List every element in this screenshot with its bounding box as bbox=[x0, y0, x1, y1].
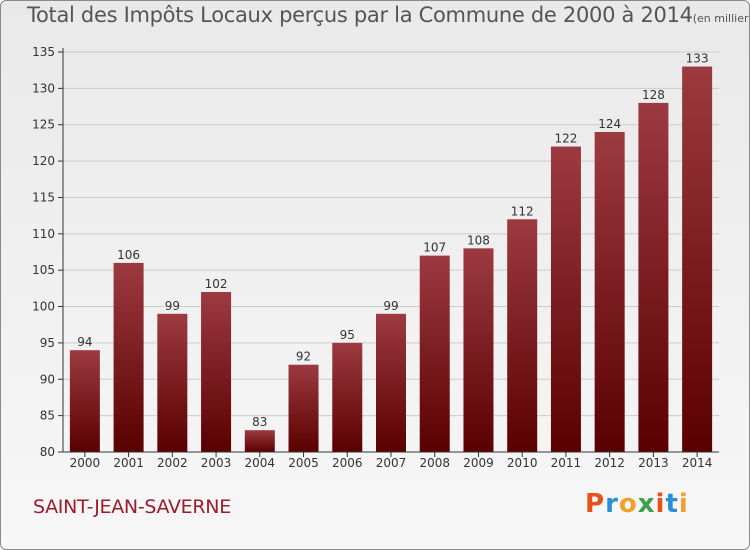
proxiti-logo: Proxiti bbox=[585, 489, 689, 519]
bar bbox=[201, 292, 232, 452]
x-tick-label: 2013 bbox=[638, 456, 669, 470]
bar bbox=[507, 219, 538, 452]
x-tick-label: 2001 bbox=[113, 456, 144, 470]
x-tick-label: 2005 bbox=[288, 456, 319, 470]
bar bbox=[463, 248, 494, 452]
commune-name: SAINT-JEAN-SAVERNE bbox=[33, 496, 231, 518]
bar-value-label: 128 bbox=[642, 88, 665, 102]
bar-value-label: 106 bbox=[117, 248, 140, 262]
bar-value-label: 124 bbox=[598, 117, 621, 131]
logo-letter: o bbox=[618, 489, 638, 519]
logo-letter: r bbox=[605, 489, 619, 519]
y-tick-label: 80 bbox=[40, 445, 55, 459]
bar bbox=[682, 66, 713, 452]
x-tick-label: 2006 bbox=[332, 456, 363, 470]
x-tick-label: 2009 bbox=[463, 456, 494, 470]
x-tick-label: 2012 bbox=[594, 456, 625, 470]
x-tick-label: 2000 bbox=[70, 456, 101, 470]
y-tick-label: 115 bbox=[32, 190, 55, 204]
bar-value-label: 92 bbox=[296, 350, 311, 364]
chart-title: Total des Impôts Locaux perçus par la Co… bbox=[27, 3, 749, 27]
bar-value-label: 112 bbox=[511, 204, 534, 218]
bar-value-label: 102 bbox=[205, 277, 228, 291]
y-tick-label: 100 bbox=[32, 300, 55, 314]
x-tick-label: 2007 bbox=[376, 456, 407, 470]
bar-value-label: 99 bbox=[165, 299, 180, 313]
x-tick-label: 2003 bbox=[201, 456, 232, 470]
x-tick-label: 2010 bbox=[507, 456, 538, 470]
y-tick-label: 125 bbox=[32, 118, 55, 132]
bar-value-label: 83 bbox=[252, 415, 267, 429]
y-tick-label: 85 bbox=[40, 409, 55, 423]
y-tick-label: 110 bbox=[32, 227, 55, 241]
bar bbox=[594, 132, 625, 452]
logo-letter: i bbox=[678, 489, 689, 519]
x-tick-label: 2004 bbox=[245, 456, 276, 470]
bar bbox=[69, 350, 100, 452]
bar-value-label: 133 bbox=[686, 52, 709, 66]
y-tick-label: 95 bbox=[40, 336, 55, 350]
bar bbox=[332, 342, 363, 452]
bar bbox=[288, 364, 319, 452]
bar-value-label: 99 bbox=[383, 299, 398, 313]
bar-value-label: 94 bbox=[77, 335, 92, 349]
x-tick-label: 2002 bbox=[157, 456, 188, 470]
x-tick-label: 2008 bbox=[419, 456, 450, 470]
bar-value-label: 95 bbox=[340, 328, 355, 342]
bar bbox=[550, 146, 581, 452]
bar bbox=[638, 102, 669, 452]
y-tick-label: 105 bbox=[32, 263, 55, 277]
bar-value-label: 107 bbox=[423, 241, 446, 255]
chart-unit-label: (en milliers d'€) bbox=[692, 12, 749, 25]
logo-letter: x bbox=[637, 489, 656, 519]
logo-letter: P bbox=[585, 489, 606, 519]
x-tick-label: 2011 bbox=[551, 456, 582, 470]
bar bbox=[419, 255, 450, 452]
bar bbox=[376, 313, 406, 452]
y-tick-label: 135 bbox=[32, 45, 55, 59]
y-tick-label: 130 bbox=[32, 81, 55, 95]
x-tick-label: 2014 bbox=[682, 456, 713, 470]
logo-letter: i bbox=[655, 489, 666, 519]
bar-value-label: 108 bbox=[467, 233, 490, 247]
bar bbox=[157, 313, 188, 452]
chart-title-text: Total des Impôts Locaux perçus par la Co… bbox=[27, 3, 693, 27]
y-tick-label: 90 bbox=[40, 372, 55, 386]
bar bbox=[244, 430, 275, 452]
bar-value-label: 122 bbox=[554, 132, 577, 146]
bar bbox=[113, 262, 144, 452]
logo-letter: t bbox=[665, 489, 679, 519]
y-tick-label: 120 bbox=[32, 154, 55, 168]
